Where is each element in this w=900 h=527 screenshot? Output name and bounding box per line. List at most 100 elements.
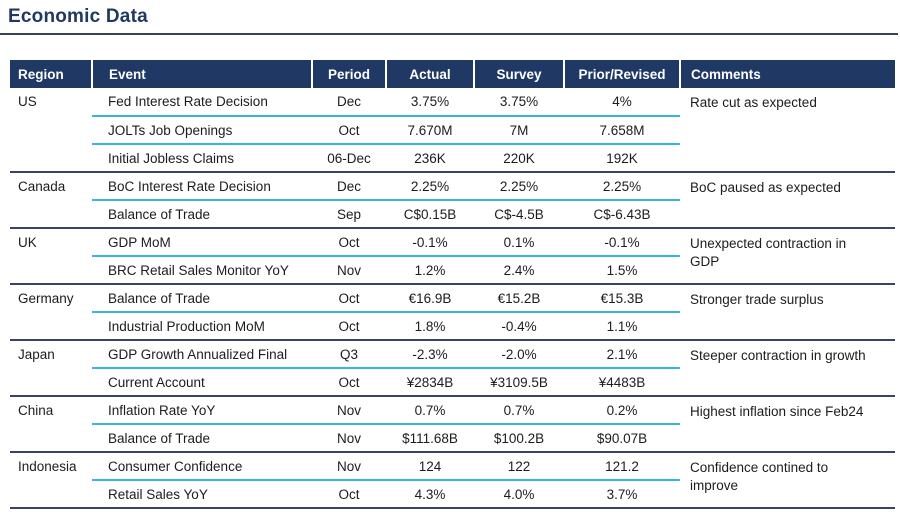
region-cell: US [10, 88, 92, 173]
comment-cell: Unexpected contraction in GDP [680, 228, 895, 285]
comment-cell: Highest inflation since Feb24 [680, 396, 895, 453]
prior-cell: $90.07B [564, 424, 680, 453]
survey-cell: 3.75% [474, 88, 564, 117]
prior-cell: 2.1% [564, 340, 680, 369]
table-row: BRC Retail Sales Monitor YoY Nov 1.2% 2.4% 1… [10, 256, 895, 285]
prior-cell: 1.1% [564, 312, 680, 341]
comment-cell: Stronger trade surplus [680, 284, 895, 341]
prior-cell: ¥4483B [564, 368, 680, 397]
event-cell: Balance of Trade [92, 284, 312, 313]
event-cell: BoC Interest Rate Decision [92, 172, 312, 201]
prior-cell: 4% [564, 88, 680, 117]
prior-cell: 2.25% [564, 172, 680, 201]
prior-cell: -0.1% [564, 228, 680, 257]
period-cell: Dec [312, 172, 386, 201]
column-header-event: Event [91, 60, 312, 88]
survey-cell: -0.4% [474, 312, 564, 341]
page-title: Economic Data [8, 6, 148, 27]
table-row: Germany Balance of Trade Oct €16.9B €15.2B €1… [10, 284, 895, 341]
survey-cell: 2.4% [474, 256, 564, 285]
actual-cell: 2.25% [386, 172, 474, 201]
actual-cell: $111.68B [386, 424, 474, 453]
period-cell: Oct [312, 284, 386, 313]
column-header-actual: Actual [385, 60, 474, 88]
region-cell: Japan [10, 340, 92, 397]
period-cell: 06-Dec [312, 144, 386, 173]
survey-cell: ¥3109.5B [474, 368, 564, 397]
actual-cell: C$0.15B [386, 200, 474, 229]
actual-cell: 4.3% [386, 480, 474, 509]
survey-cell: €15.2B [474, 284, 564, 313]
period-cell: Q3 [312, 340, 386, 369]
prior-cell: 7.658M [564, 116, 680, 145]
survey-cell: $100.2B [474, 424, 564, 453]
event-cell: BRC Retail Sales Monitor YoY [92, 256, 312, 285]
comment-cell: BoC paused as expected [680, 172, 895, 229]
table-row: Balance of Trade Sep C$0.15B C$-4.5B C$-6.43… [10, 200, 895, 229]
period-cell: Dec [312, 88, 386, 117]
period-cell: Nov [312, 256, 386, 285]
period-cell: Nov [312, 452, 386, 481]
table-row: China Inflation Rate YoY Nov 0.7% 0.7% 0.2% Hi… [10, 396, 895, 453]
actual-cell: 3.75% [386, 88, 474, 117]
event-cell: Retail Sales YoY [92, 480, 312, 509]
column-header-comments: Comments [679, 60, 895, 88]
actual-cell: 124 [386, 452, 474, 481]
column-header-period: Period [311, 60, 386, 88]
actual-cell: ¥2834B [386, 368, 474, 397]
column-header-region: Region [10, 60, 92, 88]
economic-data-table: Region Event Period Actual Survey Prior/Revis… [10, 60, 895, 509]
actual-cell: 7.670M [386, 116, 474, 145]
table-row: JOLTs Job Openings Oct 7.670M 7M 7.658M [10, 116, 895, 145]
event-cell: Initial Jobless Claims [92, 144, 312, 173]
table-row: UK GDP MoM Oct -0.1% 0.1% -0.1% Unexpected con… [10, 228, 895, 285]
column-header-prior-revised: Prior/Revised [563, 60, 680, 88]
region-cell: Germany [10, 284, 92, 341]
event-cell: Consumer Confidence [92, 452, 312, 481]
actual-cell: 1.8% [386, 312, 474, 341]
prior-cell: €15.3B [564, 284, 680, 313]
event-cell: Industrial Production MoM [92, 312, 312, 341]
region-cell: UK [10, 228, 92, 285]
event-cell: GDP Growth Annualized Final [92, 340, 312, 369]
event-cell: JOLTs Job Openings [92, 116, 312, 145]
survey-cell: 122 [474, 452, 564, 481]
table-row: Japan GDP Growth Annualized Final Q3 -2.3% -… [10, 340, 895, 397]
comment-cell: Steeper contraction in growth [680, 340, 895, 397]
event-cell: Inflation Rate YoY [92, 396, 312, 425]
table-row: Balance of Trade Nov $111.68B $100.2B $90.07… [10, 424, 895, 453]
period-cell: Nov [312, 424, 386, 453]
period-cell: Oct [312, 480, 386, 509]
survey-cell: 220K [474, 144, 564, 173]
actual-cell: -0.1% [386, 228, 474, 257]
survey-cell: 7M [474, 116, 564, 145]
period-cell: Oct [312, 228, 386, 257]
actual-cell: 0.7% [386, 396, 474, 425]
column-header-survey: Survey [473, 60, 564, 88]
actual-cell: -2.3% [386, 340, 474, 369]
actual-cell: 236K [386, 144, 474, 173]
prior-cell: 192K [564, 144, 680, 173]
region-cell: China [10, 396, 92, 453]
title-underline [0, 33, 898, 35]
survey-cell: 0.1% [474, 228, 564, 257]
period-cell: Nov [312, 396, 386, 425]
period-cell: Oct [312, 116, 386, 145]
prior-cell: 1.5% [564, 256, 680, 285]
event-cell: Fed Interest Rate Decision [92, 88, 312, 117]
actual-cell: €16.9B [386, 284, 474, 313]
survey-cell: C$-4.5B [474, 200, 564, 229]
table-header-row: Region Event Period Actual Survey Prior/Revis… [10, 60, 895, 88]
survey-cell: -2.0% [474, 340, 564, 369]
survey-cell: 4.0% [474, 480, 564, 509]
period-cell: Sep [312, 200, 386, 229]
prior-cell: 121.2 [564, 452, 680, 481]
period-cell: Oct [312, 368, 386, 397]
event-cell: GDP MoM [92, 228, 312, 257]
survey-cell: 2.25% [474, 172, 564, 201]
prior-cell: 0.2% [564, 396, 680, 425]
event-cell: Balance of Trade [92, 200, 312, 229]
table-row: Canada BoC Interest Rate Decision Dec 2.25%… [10, 172, 895, 229]
page: Economic Data Region Event Period Actual Sur… [0, 6, 900, 527]
prior-cell: 3.7% [564, 480, 680, 509]
